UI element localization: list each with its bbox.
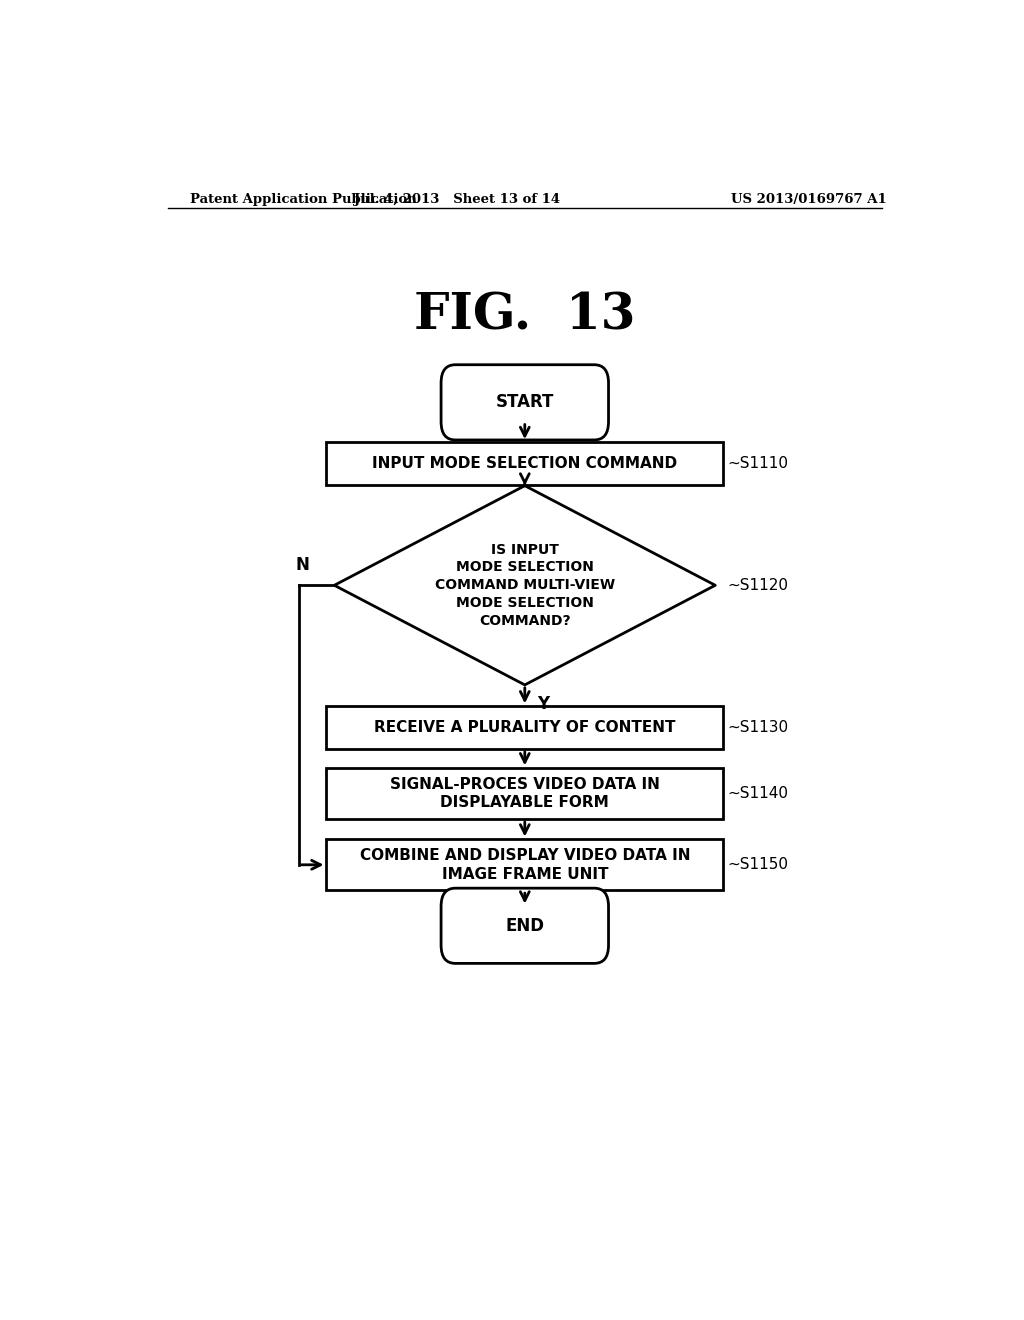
Text: IS INPUT
MODE SELECTION
COMMAND MULTI-VIEW
MODE SELECTION
COMMAND?: IS INPUT MODE SELECTION COMMAND MULTI-VI… — [435, 543, 614, 628]
Text: INPUT MODE SELECTION COMMAND: INPUT MODE SELECTION COMMAND — [373, 455, 677, 471]
Text: ~S1140: ~S1140 — [727, 787, 788, 801]
FancyBboxPatch shape — [441, 888, 608, 964]
Text: COMBINE AND DISPLAY VIDEO DATA IN
IMAGE FRAME UNIT: COMBINE AND DISPLAY VIDEO DATA IN IMAGE … — [359, 847, 690, 882]
Bar — [327, 706, 723, 748]
Text: Patent Application Publication: Patent Application Publication — [189, 193, 417, 206]
Bar — [327, 768, 723, 818]
Text: FIG.  13: FIG. 13 — [414, 292, 636, 341]
Text: START: START — [496, 393, 554, 412]
Text: ~S1130: ~S1130 — [727, 721, 788, 735]
Text: ~S1150: ~S1150 — [727, 857, 788, 873]
Text: Jul. 4, 2013   Sheet 13 of 14: Jul. 4, 2013 Sheet 13 of 14 — [354, 193, 560, 206]
Text: RECEIVE A PLURALITY OF CONTENT: RECEIVE A PLURALITY OF CONTENT — [374, 721, 676, 735]
Polygon shape — [334, 486, 715, 685]
Bar — [327, 442, 723, 484]
Text: Y: Y — [537, 696, 549, 713]
Bar — [327, 840, 723, 890]
Text: END: END — [505, 917, 545, 935]
Text: SIGNAL-PROCES VIDEO DATA IN
DISPLAYABLE FORM: SIGNAL-PROCES VIDEO DATA IN DISPLAYABLE … — [390, 777, 659, 810]
Text: ~S1110: ~S1110 — [727, 455, 788, 471]
Text: US 2013/0169767 A1: US 2013/0169767 A1 — [731, 193, 887, 206]
Text: N: N — [295, 556, 309, 574]
FancyBboxPatch shape — [441, 364, 608, 440]
Text: ~S1120: ~S1120 — [727, 578, 788, 593]
